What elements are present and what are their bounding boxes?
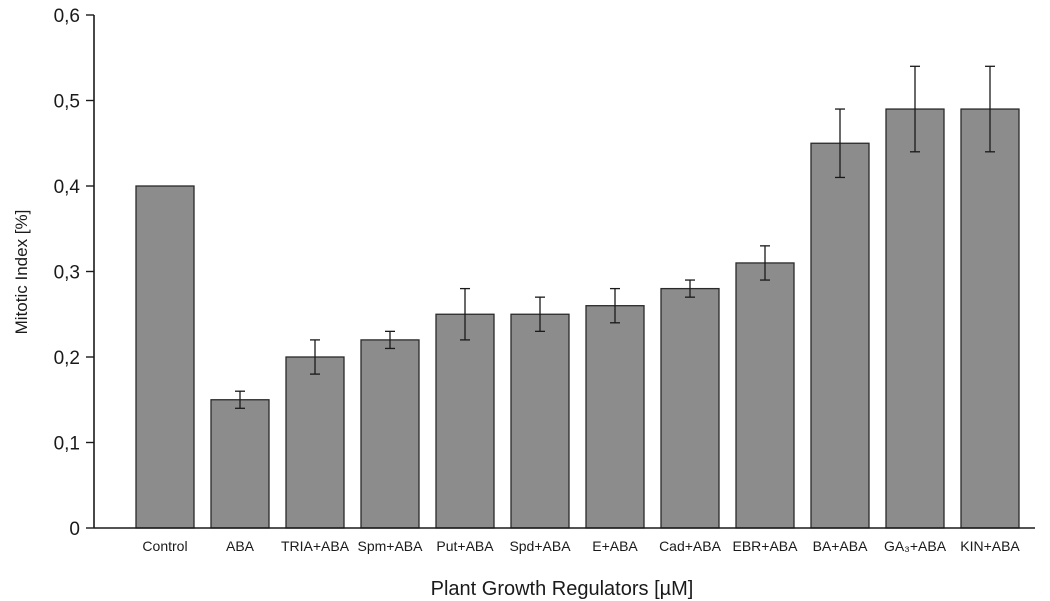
y-tick-label: 0,1 [54,434,80,455]
bar [960,108,1020,529]
bar [810,142,870,529]
x-tick-label: EBR+ABA [733,538,799,554]
error-bars-group [235,65,995,409]
y-tick-label: 0,5 [54,92,80,113]
x-axis-title: Plant Growth Regulators [µM] [431,578,694,600]
error-bar [460,287,470,341]
bar [360,339,420,529]
y-tick-label: 0,4 [54,177,81,198]
x-tick-label: Put+ABA [436,538,494,554]
error-bar [310,339,320,375]
bar [285,356,345,529]
bars-group [135,108,1020,529]
error-bar [535,296,545,333]
bar [510,313,570,529]
error-bar [760,245,770,281]
x-tick-label: Control [142,538,187,554]
x-tick-label: BA+ABA [813,538,869,554]
error-bar [235,390,245,409]
x-tick-label: TRIA+ABA [281,538,350,554]
x-tick-label: GA₃+ABA [884,538,947,554]
y-tick-label: 0 [69,519,80,540]
x-tick-label: Spd+ABA [509,538,571,554]
bar [885,108,945,529]
x-axis: Control ABA TRIA+ABA Spm+ABA Put+ABA Spd+ABA E… [94,527,1035,554]
bar [735,262,795,529]
y-tick-label: 0,3 [54,263,80,284]
x-tick-label: ABA [226,538,255,554]
bar [135,185,195,529]
x-tick-label: E+ABA [592,538,638,554]
bar [585,305,645,529]
y-tick-label: 0,6 [54,6,80,27]
error-bar [985,65,995,153]
x-tick-label: Cad+ABA [659,538,722,554]
error-bar [835,108,845,179]
bar [210,399,270,529]
y-tick-label: 0,2 [54,348,80,369]
error-bar [385,330,395,350]
error-bar [685,279,695,298]
x-tick-label: KIN+ABA [960,538,1020,554]
error-bar [910,65,920,153]
y-axis-title: Mitotic Index [%] [12,210,31,335]
x-tick-label: Spm+ABA [358,538,424,554]
y-axis: 0 0,1 0,2 0,3 0,4 0,5 0,6 [54,6,95,540]
bar [435,313,495,529]
error-bar [610,287,620,324]
bar [660,287,720,529]
